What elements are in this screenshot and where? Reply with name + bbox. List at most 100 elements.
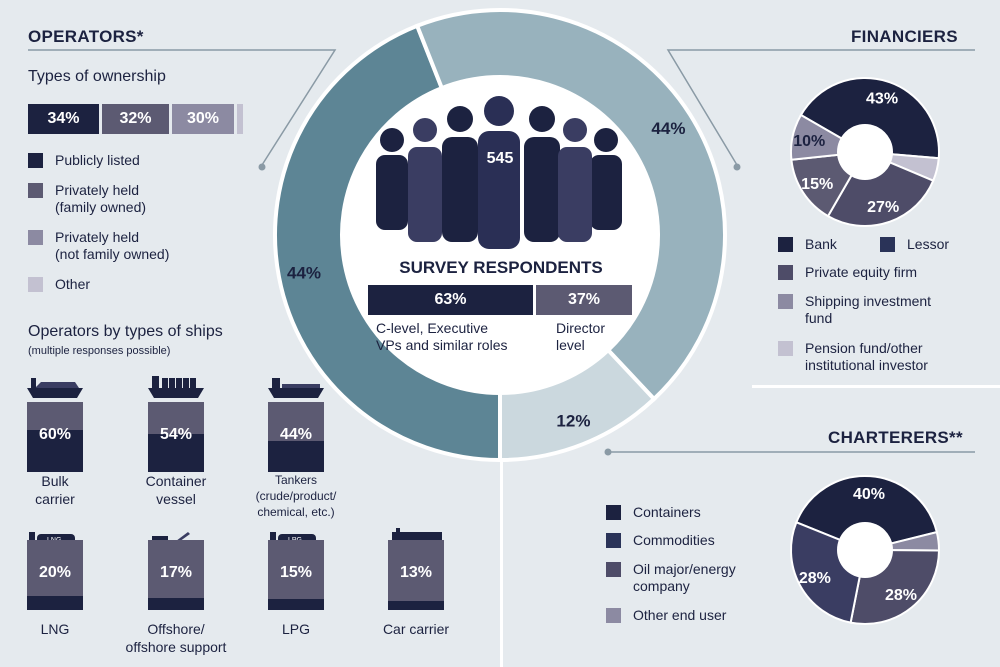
financiers-slice-private-equity-firm	[826, 150, 935, 227]
ship-share-fill	[268, 441, 324, 472]
financiers-label-pension-fund-other-institutional-investor: 10%	[793, 133, 825, 150]
ship-share-value: 20%	[38, 564, 72, 581]
financiers-label-bank: 43%	[866, 91, 898, 108]
ring-label-financiers: 44%	[651, 119, 685, 138]
legend-label: Other	[55, 276, 91, 292]
financiers-label-private-equity-firm: 27%	[867, 199, 899, 216]
ship-share-box-car-carrier: 13%	[388, 540, 444, 610]
people-group-icon	[376, 96, 622, 249]
ship-share-box-container-vessel: 54%	[148, 402, 204, 472]
legend-label: Bank	[805, 236, 837, 252]
level-label-c-level: C-level, Executive VPs and similar roles	[376, 320, 508, 353]
financiers-label-shipping-investment-fund: 15%	[801, 176, 833, 193]
financiers-legend-item-private-equity-firm: Private equity firm	[778, 264, 917, 281]
legend-swatch	[28, 183, 43, 198]
ship-share-box-lng: 20%	[27, 540, 83, 610]
ship-share-fill	[388, 601, 444, 610]
charterers-label-containers: 40%	[853, 486, 885, 503]
legend-label: Shipping investment fund	[805, 293, 932, 326]
legend-swatch	[28, 230, 43, 245]
financiers-pie-chart: 43% 27% 15% 10%	[790, 77, 940, 227]
ship-type-label-tankers-crude-product-chemical-etc: Tankers (crude/product/ chemical, etc.)	[255, 473, 337, 519]
ship-share-value: 13%	[399, 564, 433, 581]
right-panel-divider	[500, 440, 503, 667]
legend-swatch	[606, 505, 621, 520]
ship-share-value: 17%	[159, 564, 193, 581]
legend-label: Private equity firm	[805, 264, 918, 280]
bulk-carrier-icon	[27, 378, 83, 398]
level-bar-1: 37%	[536, 285, 632, 315]
legend-label: Lessor	[907, 236, 950, 252]
respondents-count: 545	[486, 150, 514, 167]
ship-share-fill	[148, 598, 204, 610]
ownership-bar-segment: 30%	[172, 104, 234, 134]
charterers-legend-item-other-end-user: Other end user	[606, 607, 726, 624]
legend-swatch	[778, 294, 793, 309]
ship-share-box-tankers-crude-product-chemical-etc: 44%	[268, 402, 324, 472]
ships-title: Operators by types of ships	[28, 323, 223, 340]
legend-label: Containers	[633, 504, 701, 520]
legend-swatch	[778, 265, 793, 280]
ring-label-operators: 44%	[287, 263, 321, 282]
financiers-legend-item-bank: Bank	[778, 236, 837, 253]
ownership-legend-item-publicly-listed: Publicly listed	[28, 152, 140, 169]
level-label-director: Director level	[556, 320, 606, 353]
legend-label: Privately held (family owned)	[55, 182, 147, 215]
financiers-panel-divider	[752, 385, 1000, 388]
ship-type-label-container-vessel: Container vessel	[145, 473, 207, 507]
legend-swatch	[778, 237, 793, 252]
charterers-label-oil-major-energy-company: 28%	[799, 570, 831, 587]
legend-swatch	[606, 533, 621, 548]
legend-label: Publicly listed	[55, 152, 140, 168]
charterers-legend-item-commodities: Commodities	[606, 532, 715, 549]
ownership-legend-item-other: Other	[28, 276, 90, 293]
ship-share-box-lpg: 15%	[268, 540, 324, 610]
ship-share-box-bulk-carrier: 60%	[27, 402, 83, 472]
ownership-legend-item-privately-held-family-owned: Privately held (family owned)	[28, 182, 146, 216]
ownership-bar-segment: 34%	[28, 104, 99, 134]
ring-label-charterers: 12%	[556, 411, 590, 430]
financiers-legend-item-lessor: Lessor	[880, 236, 949, 253]
legend-label: Oil major/energy company	[633, 561, 736, 594]
legend-swatch	[28, 277, 43, 292]
ownership-bar-segment: 32%	[102, 104, 169, 134]
ship-type-label-car-carrier: Car carrier	[382, 621, 450, 637]
ownership-title: Types of ownership	[28, 68, 166, 85]
charterers-legend-item-oil-major-energy-company: Oil major/energy company	[606, 561, 736, 595]
ship-share-fill	[27, 596, 83, 610]
ship-share-fill	[148, 434, 204, 472]
ownership-legend-item-privately-held-not-family-owned: Privately held (not family owned)	[28, 229, 169, 263]
legend-swatch	[778, 341, 793, 356]
charterers-legend-item-containers: Containers	[606, 504, 701, 521]
legend-swatch	[606, 562, 621, 577]
ship-type-label-bulk-carrier: Bulk carrier	[35, 473, 75, 507]
operators-title: OPERATORS*	[28, 27, 144, 46]
legend-swatch	[606, 608, 621, 623]
ownership-bar-segment	[237, 104, 243, 134]
charterers-label-commodities: 28%	[885, 587, 917, 604]
legend-swatch	[28, 153, 43, 168]
charterers-slice-containers	[795, 475, 939, 552]
ship-share-fill	[27, 430, 83, 472]
charterers-title: CHARTERERS**	[828, 428, 963, 447]
level-bar-0: 63%	[368, 285, 533, 315]
ships-note: (multiple responses possible)	[28, 345, 171, 357]
ship-share-value: 44%	[279, 426, 313, 443]
survey-respondents-title: SURVEY RESPONDENTS	[399, 258, 603, 277]
financiers-legend-item-pension-fund-other-institutional-investor: Pension fund/other institutional investo…	[778, 340, 928, 374]
ship-share-box-offshore-offshore-support: 17%	[148, 540, 204, 610]
legend-swatch	[880, 237, 895, 252]
container-ship-icon	[148, 376, 204, 398]
ship-share-value: 15%	[279, 564, 313, 581]
ship-share-value: 60%	[38, 426, 72, 443]
legend-label: Privately held (not family owned)	[55, 229, 170, 262]
legend-label: Other end user	[633, 607, 727, 623]
financiers-legend-item-shipping-investment-fund: Shipping investment fund	[778, 293, 931, 327]
ship-type-label-offshore-offshore-support: Offshore/ offshore support	[125, 621, 227, 655]
tanker-icon	[268, 378, 324, 398]
legend-label: Pension fund/other institutional investo…	[805, 340, 928, 373]
legend-label: Commodities	[633, 532, 715, 548]
ship-type-label-lng: LNG	[40, 621, 70, 637]
ship-type-label-lpg: LPG	[281, 621, 310, 637]
